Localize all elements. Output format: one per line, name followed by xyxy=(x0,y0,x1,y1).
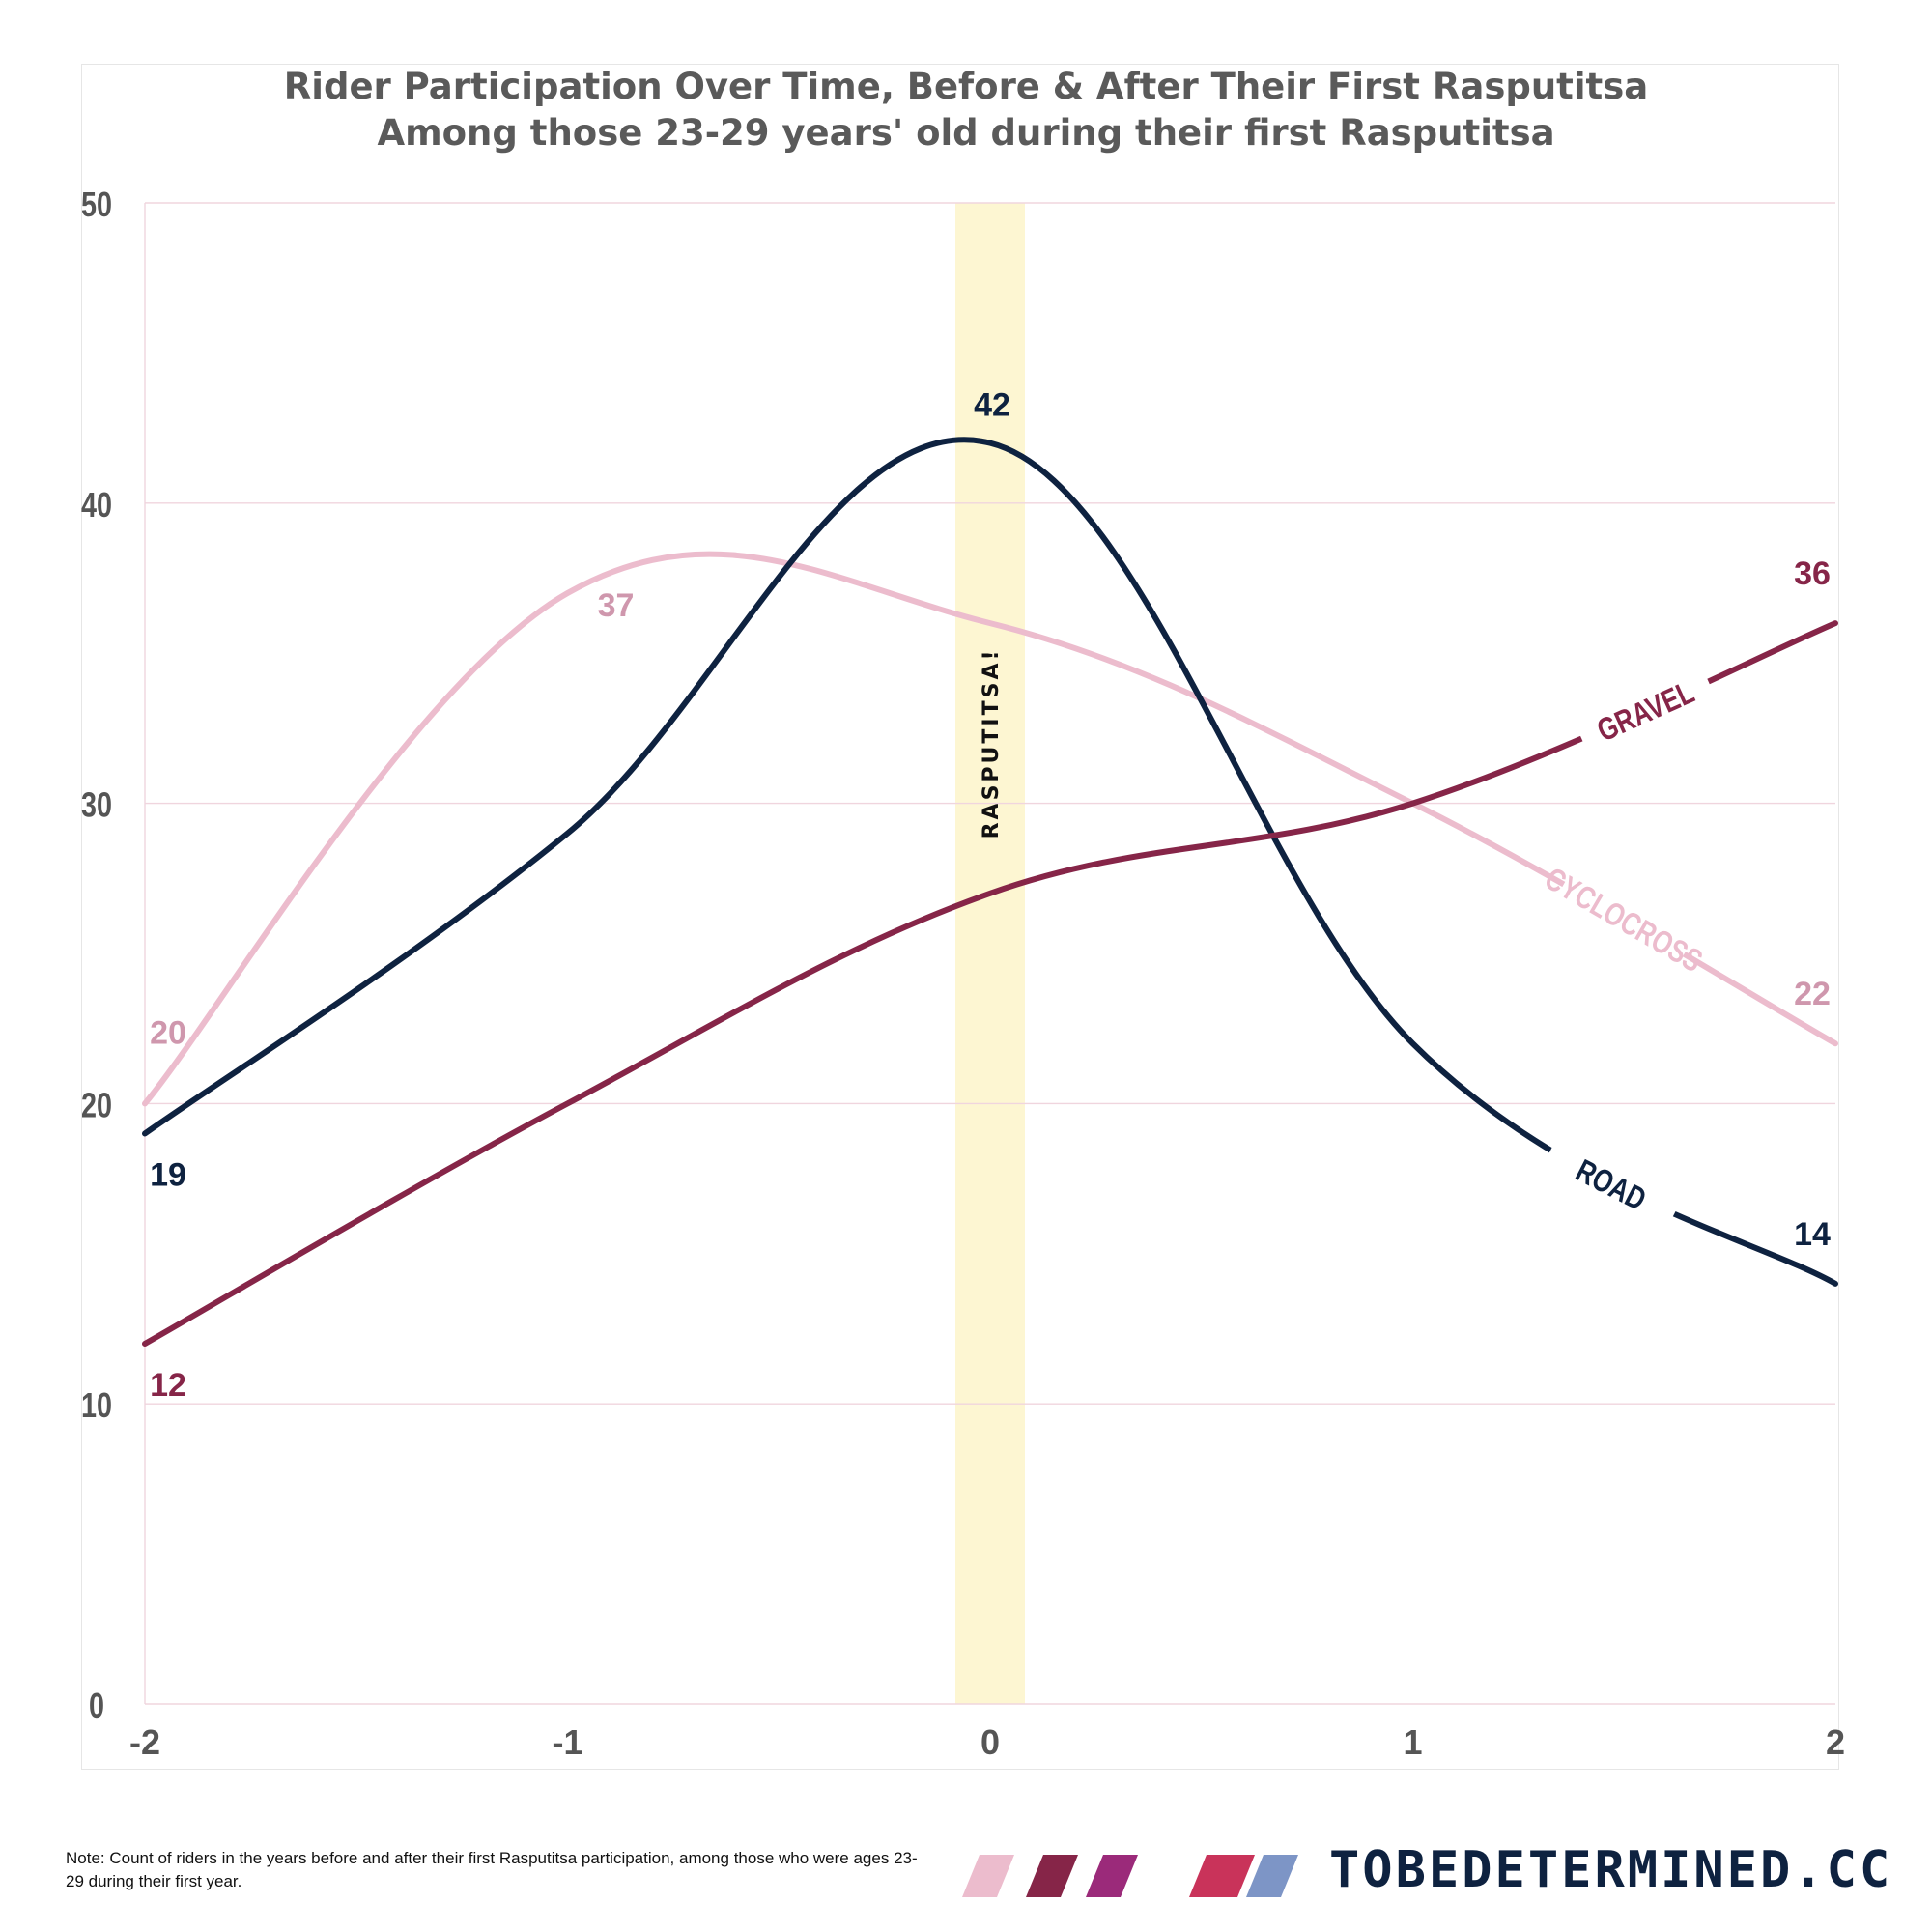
chart-title-block: Rider Participation Over Time, Before & … xyxy=(0,64,1932,156)
gravel-start-label: 12 xyxy=(150,1367,186,1404)
grid-layer xyxy=(144,202,1835,1705)
gravel-series-label: GRAVEL xyxy=(1592,674,1699,749)
rasputitsa-band xyxy=(955,203,1025,1704)
brand-stripes xyxy=(962,1855,1298,1897)
road-line xyxy=(142,437,1838,1287)
x-tick-label: 0 xyxy=(980,1722,1000,1762)
cyclocross-peak-label: 37 xyxy=(598,587,635,624)
chart-note: Note: Count of riders in the years befor… xyxy=(66,1849,918,1890)
road-label-backing xyxy=(1540,1135,1683,1234)
y-tick-label: 20 xyxy=(81,1085,112,1124)
y-tick-label: 0 xyxy=(89,1686,104,1725)
y-tick-label: 40 xyxy=(81,485,112,525)
x-tick-label: 2 xyxy=(1826,1722,1845,1762)
gravel-end-label: 36 xyxy=(1794,555,1831,592)
brand-stripe xyxy=(1026,1855,1078,1897)
brand-stripe xyxy=(1086,1855,1138,1897)
brand-stripe xyxy=(1189,1855,1255,1897)
cyclocross-start-label: 20 xyxy=(150,1014,186,1051)
y-tick-label: 50 xyxy=(81,185,112,224)
cyclocross-end-label: 22 xyxy=(1794,976,1831,1012)
road-end-label: 14 xyxy=(1794,1216,1831,1253)
cyclocross-label-backing xyxy=(1553,867,1694,971)
rasputitsa-band-label: RASPUTITSA! xyxy=(980,647,1004,838)
brand-stripe xyxy=(962,1855,1014,1897)
series-layer xyxy=(142,437,1838,1348)
y-tick-label: 30 xyxy=(81,784,112,824)
brand-logo[interactable]: TOBEDETERMINED.CC xyxy=(962,1833,1889,1911)
x-tick-label: -2 xyxy=(129,1722,160,1762)
gravel-label-backing xyxy=(1574,664,1717,757)
chart-title: Rider Participation Over Time, Before & … xyxy=(283,66,1649,107)
chart-subtitle: Among those 23-29 years' old during thei… xyxy=(377,112,1555,154)
gravel-line xyxy=(142,620,1838,1348)
x-tick-label: 1 xyxy=(1403,1722,1422,1762)
brand-text: TOBEDETERMINED.CC xyxy=(1329,1841,1893,1899)
cyclocross-line xyxy=(142,551,1838,1107)
road-peak-label: 42 xyxy=(974,387,1010,424)
y-tick-label: 10 xyxy=(81,1385,112,1425)
brand-stripe xyxy=(1246,1855,1298,1897)
x-tick-label: -1 xyxy=(552,1722,582,1762)
cyclocross-series-label: CYCLOCROSS xyxy=(1539,861,1708,980)
road-start-label: 19 xyxy=(150,1156,186,1193)
highlight-layer: RASPUTITSA! xyxy=(955,203,1025,1704)
